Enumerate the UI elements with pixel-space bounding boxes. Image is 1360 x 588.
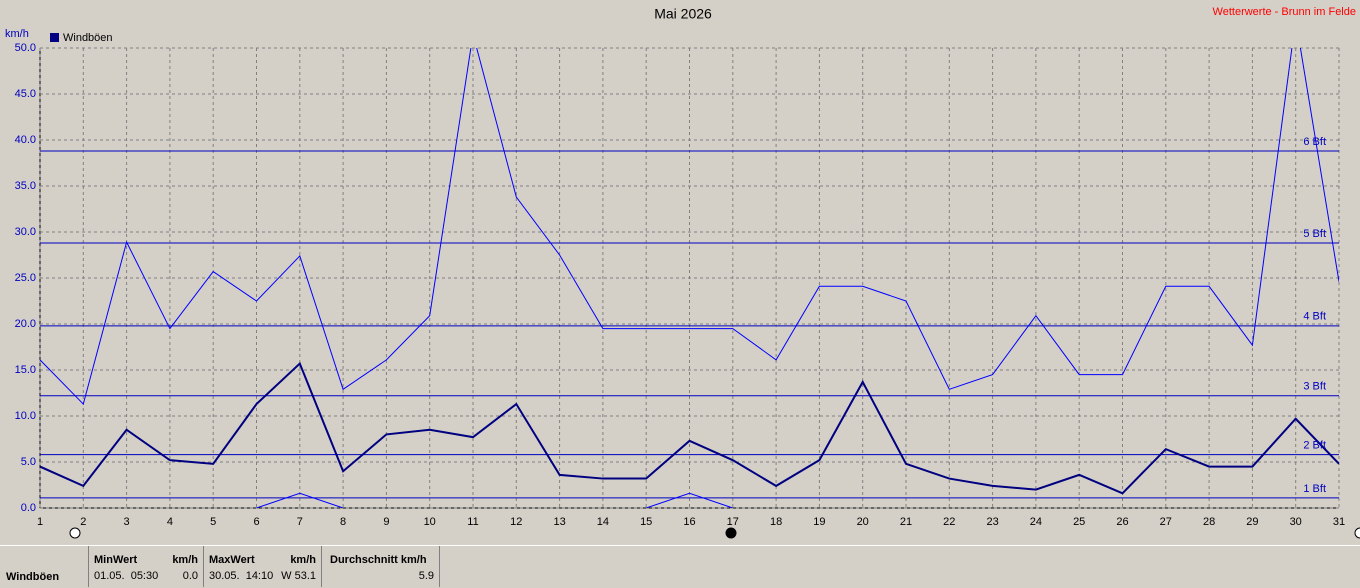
plot bbox=[40, 48, 1339, 508]
x-tick-label: 6 bbox=[253, 516, 259, 528]
beaufort-label: 2 Bft bbox=[1303, 440, 1326, 452]
min-time: 01.05. 05:30 bbox=[94, 570, 159, 582]
moon-phase bbox=[1354, 527, 1360, 539]
beaufort-label: 1 Bft bbox=[1303, 483, 1326, 495]
x-tick-label: 25 bbox=[1073, 516, 1085, 528]
beaufort-label: 3 Bft bbox=[1303, 381, 1326, 393]
chart: Mai 2026 Wetterwerte - Brunn im Felde km… bbox=[5, 6, 1360, 539]
y-axis-label: km/h bbox=[5, 28, 29, 40]
x-tick-label: 10 bbox=[424, 516, 436, 528]
moon-phase bbox=[69, 527, 81, 539]
y-tick-label: 25.0 bbox=[15, 272, 36, 284]
legend-label: Windböen bbox=[63, 32, 113, 44]
x-tick-label: 18 bbox=[770, 516, 782, 528]
x-tick-label: 4 bbox=[167, 516, 173, 528]
x-tick-label: 5 bbox=[210, 516, 216, 528]
y-tick-label: 45.0 bbox=[15, 88, 36, 100]
x-tick-label: 22 bbox=[943, 516, 955, 528]
stats-name-cell: Windböen bbox=[0, 546, 89, 587]
x-tick-label: 29 bbox=[1246, 516, 1258, 528]
stats-min-cell: MinWert km/h 01.05. 05:30 0.0 bbox=[89, 546, 204, 587]
beaufort-label: 6 Bft bbox=[1303, 136, 1326, 148]
x-tick-label: 11 bbox=[467, 516, 478, 528]
stats-name: Windböen bbox=[6, 571, 60, 583]
min-value: 0.0 bbox=[182, 570, 198, 582]
x-tick-label: 7 bbox=[297, 516, 303, 528]
x-tick-label: 12 bbox=[510, 516, 522, 528]
max-unit: km/h bbox=[290, 554, 316, 566]
series-line bbox=[40, 361, 1339, 495]
series-line bbox=[256, 492, 733, 508]
beaufort-label: 5 Bft bbox=[1303, 228, 1326, 240]
min-unit: km/h bbox=[172, 554, 198, 566]
y-tick-label: 50.0 bbox=[15, 42, 36, 54]
avg-header: Durchschnitt km/h bbox=[330, 554, 427, 566]
avg-value: 5.9 bbox=[418, 570, 434, 582]
beaufort-label: 4 Bft bbox=[1303, 311, 1326, 323]
x-tick-label: 28 bbox=[1203, 516, 1215, 528]
y-tick-label: 40.0 bbox=[15, 134, 36, 146]
x-tick-label: 19 bbox=[813, 516, 825, 528]
x-tick-label: 2 bbox=[80, 516, 86, 528]
stats-max-cell: MaxWert km/h 30.05. 14:10 W 53.1 bbox=[204, 546, 322, 587]
legend-swatch bbox=[50, 33, 59, 42]
x-tick-label: 3 bbox=[124, 516, 130, 528]
x-tick-label: 1 bbox=[37, 516, 43, 528]
chart-title: Mai 2026 bbox=[654, 6, 712, 22]
x-tick-label: 27 bbox=[1160, 516, 1172, 528]
y-tick-label: 35.0 bbox=[15, 180, 36, 192]
x-tick-label: 26 bbox=[1116, 516, 1128, 528]
max-time: 30.05. 14:10 bbox=[209, 570, 274, 582]
x-tick-label: 20 bbox=[857, 516, 869, 528]
x-tick-label: 24 bbox=[1030, 516, 1042, 528]
max-header: MaxWert bbox=[209, 554, 255, 566]
x-tick-label: 13 bbox=[553, 516, 565, 528]
x-tick-label: 14 bbox=[597, 516, 609, 528]
source: Wetterwerte - Brunn im Felde bbox=[1213, 6, 1356, 18]
grid bbox=[39, 47, 1340, 509]
x-tick-label: 17 bbox=[727, 516, 739, 528]
y-tick-label: 30.0 bbox=[15, 226, 36, 238]
moon-phase bbox=[725, 527, 737, 539]
x-tick-label: 16 bbox=[683, 516, 695, 528]
y-tick-label: 15.0 bbox=[15, 364, 36, 376]
x-tick-label: 30 bbox=[1290, 516, 1302, 528]
max-value: W 53.1 bbox=[281, 570, 316, 582]
x-tick-label: 8 bbox=[340, 516, 346, 528]
y-tick-label: 10.0 bbox=[15, 410, 36, 422]
x-tick-label: 21 bbox=[900, 516, 912, 528]
y-tick-label: 0.0 bbox=[21, 502, 36, 514]
x-tick-label: 15 bbox=[640, 516, 652, 528]
min-header: MinWert bbox=[94, 554, 138, 566]
x-tick-label: 9 bbox=[383, 516, 389, 528]
x-tick-label: 31 bbox=[1333, 516, 1345, 528]
x-tick-label: 23 bbox=[986, 516, 998, 528]
stats-avg-cell: Durchschnitt km/h 5.9 bbox=[322, 546, 440, 587]
y-tick-label: 20.0 bbox=[15, 318, 36, 330]
series-line bbox=[40, 48, 1339, 406]
y-tick-label: 5.0 bbox=[21, 456, 36, 468]
stats-bar: Windböen MinWert km/h 01.05. 05:30 0.0 M… bbox=[0, 545, 1360, 588]
